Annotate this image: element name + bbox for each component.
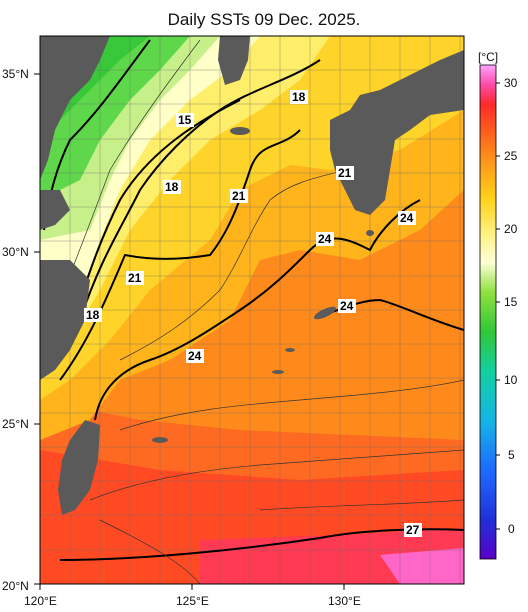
colorbar-tick-30: 30 — [504, 76, 518, 90]
isotherm-label-24d: 24 — [188, 349, 202, 363]
lat-label-20: 20°N — [2, 579, 29, 593]
map-title: Daily SSTs 09 Dec. 2025. — [167, 10, 361, 29]
colorbar-tick-0: 0 — [508, 522, 515, 536]
lat-label-35: 35°N — [2, 67, 29, 81]
isotherm-label-24c: 24 — [340, 299, 354, 313]
lon-label-130: 130°E — [328, 594, 361, 608]
sst-field — [40, 36, 464, 584]
isotherm-label-21a: 21 — [232, 189, 246, 203]
colorbar-tick-25: 25 — [504, 149, 518, 163]
isotherm-label-18a: 18 — [292, 90, 306, 104]
isotherm-labels: 15 18 18 18 21 21 21 24 24 24 24 27 — [84, 90, 422, 537]
isotherm-label-24a: 24 — [318, 232, 332, 246]
colorbar-tick-5: 5 — [508, 448, 515, 462]
colorbar-tick-15: 15 — [504, 295, 518, 309]
isotherm-label-18c: 18 — [86, 308, 100, 322]
isotherm-label-21c: 21 — [128, 271, 142, 285]
isotherm-label-21b: 21 — [338, 166, 352, 180]
lon-label-125: 125°E — [176, 594, 209, 608]
isotherm-label-18b: 18 — [165, 180, 179, 194]
lon-label-120: 120°E — [24, 594, 57, 608]
colorbar-tick-10: 10 — [504, 373, 518, 387]
colorbar-tick-20: 20 — [504, 222, 518, 236]
lat-label-30: 30°N — [2, 245, 29, 259]
colorbar-unit: [°C] — [478, 50, 498, 64]
lat-label-25: 25°N — [2, 417, 29, 431]
isotherm-label-27: 27 — [406, 523, 420, 537]
isotherm-label-15: 15 — [178, 113, 192, 127]
isotherm-label-24b: 24 — [400, 211, 414, 225]
map-frame — [39, 35, 465, 585]
colorbar: [°C] 30 25 20 15 10 5 0 — [478, 50, 518, 560]
